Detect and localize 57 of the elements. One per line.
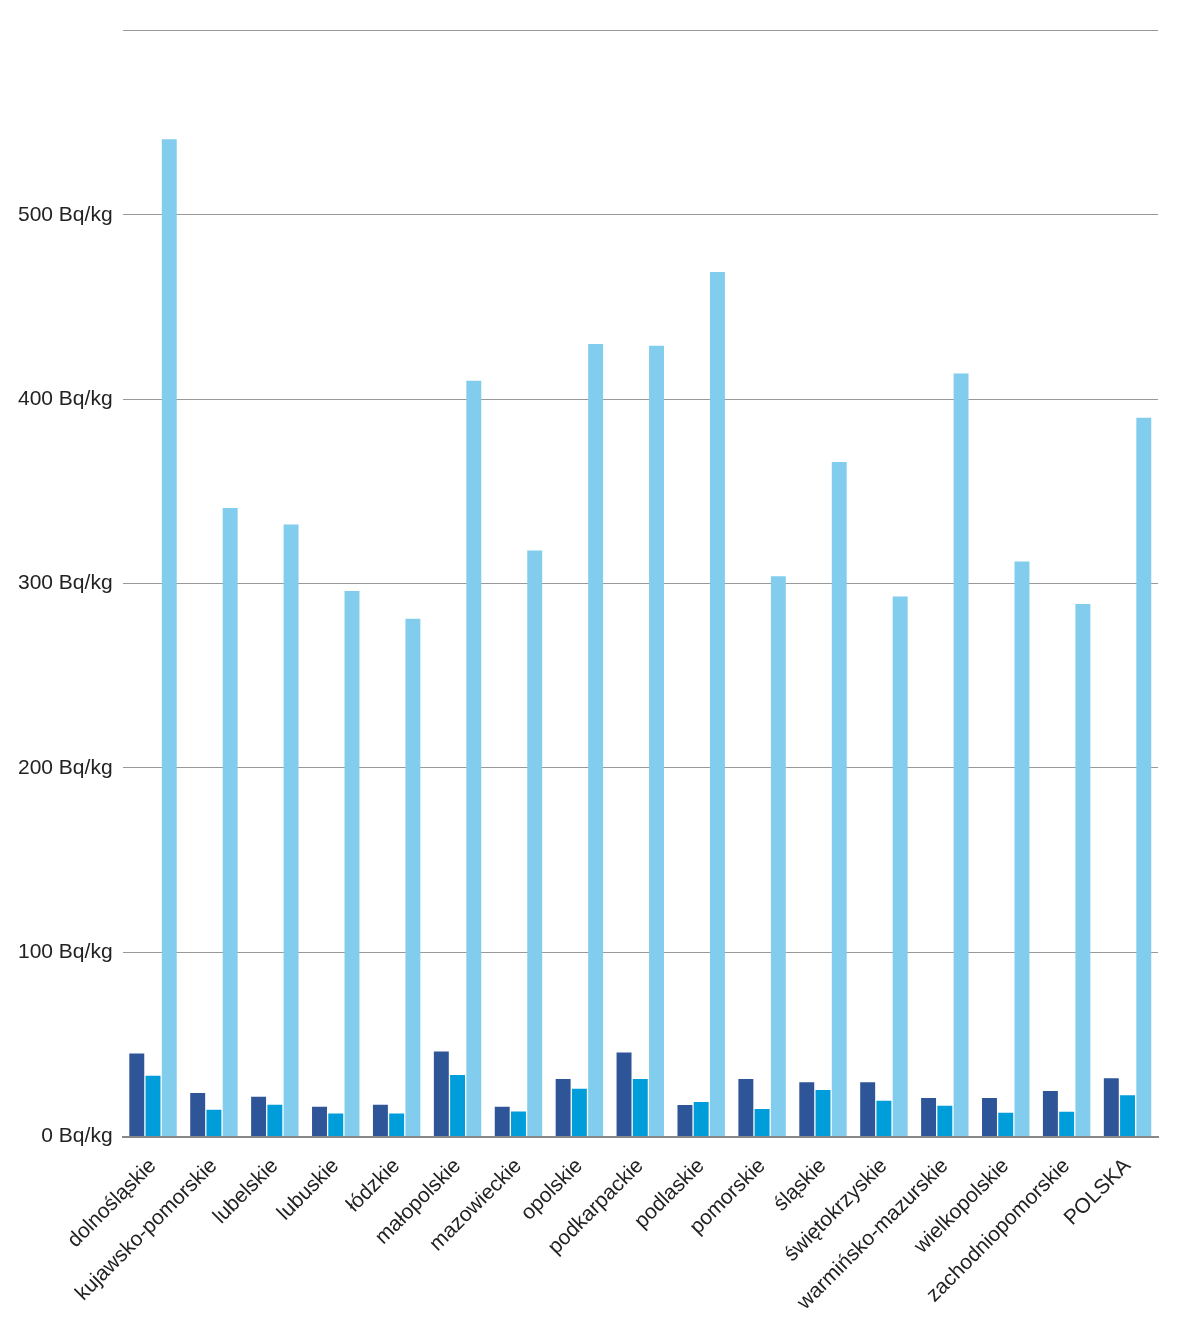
bar: [1042, 1091, 1058, 1137]
bar: [190, 1092, 206, 1137]
bar: [831, 461, 847, 1137]
bar: [677, 1104, 693, 1137]
bar: [251, 1096, 267, 1137]
bar: [709, 272, 725, 1137]
bar: [129, 1053, 145, 1137]
bar: [921, 1097, 937, 1137]
bar: [372, 1104, 388, 1137]
bar: [450, 1075, 466, 1137]
bar: [1075, 603, 1091, 1137]
bar: [344, 590, 360, 1137]
bar: [616, 1052, 632, 1137]
bar: [770, 576, 786, 1137]
bar: [998, 1112, 1014, 1137]
bar: [953, 373, 969, 1137]
bar: [222, 508, 238, 1137]
y-tick-label: 500 Bq/kg: [17, 201, 113, 225]
bar: [466, 380, 482, 1137]
bar: [754, 1108, 770, 1137]
bar: [693, 1101, 709, 1137]
bar: [632, 1079, 648, 1137]
bar: [267, 1104, 283, 1137]
bar: [571, 1088, 587, 1137]
bar: [815, 1089, 831, 1137]
bar: [860, 1082, 876, 1137]
bar: [527, 550, 543, 1137]
bar: [328, 1113, 344, 1137]
y-tick-label: 400 Bq/kg: [17, 386, 113, 410]
bar: [206, 1109, 222, 1137]
bar: [982, 1097, 997, 1137]
bar: [1059, 1111, 1075, 1137]
bar: [738, 1079, 754, 1137]
bar: [1103, 1078, 1119, 1137]
bar: [799, 1082, 815, 1137]
bar: [892, 596, 908, 1137]
bar: [145, 1075, 161, 1137]
bar: [649, 345, 664, 1137]
bar: [1136, 417, 1152, 1137]
bar: [433, 1051, 449, 1137]
y-tick-label: 0 Bq/kg: [41, 1123, 113, 1147]
bar: [555, 1079, 571, 1137]
bar: [937, 1105, 953, 1137]
y-tick-label: 100 Bq/kg: [17, 939, 113, 963]
bar: [312, 1106, 327, 1137]
bar: [876, 1100, 892, 1137]
bar: [1120, 1095, 1136, 1137]
bar: [283, 524, 299, 1137]
bar: [511, 1111, 526, 1137]
y-tick-label: 200 Bq/kg: [17, 754, 113, 778]
bar: [405, 618, 421, 1137]
bar: [389, 1113, 405, 1137]
bar: [494, 1106, 510, 1137]
y-tick-label: 300 Bq/kg: [17, 570, 113, 594]
bar: [161, 139, 177, 1137]
bar: [588, 343, 604, 1137]
bar: [1014, 561, 1030, 1137]
